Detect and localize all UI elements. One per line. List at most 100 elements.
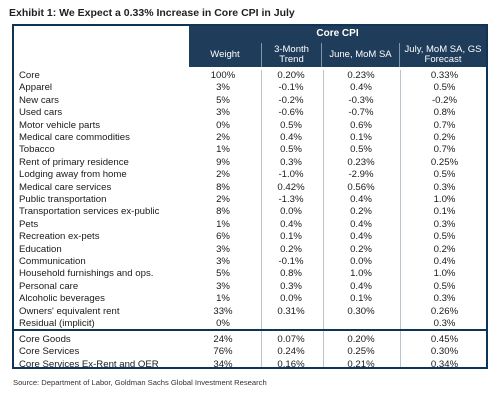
trend-cell: -0.1% xyxy=(278,256,304,267)
row-label: Personal care xyxy=(19,280,79,292)
trend-cell: 0.4% xyxy=(280,132,302,143)
table-row: Residual (implicit) 0% 0.3% xyxy=(14,318,486,330)
weight-cell: 1% xyxy=(216,218,230,230)
row-label: Pets xyxy=(19,218,39,230)
table-row: New cars 5% -0.2% -0.3% -0.2% xyxy=(14,95,486,107)
july-forecast-cell: 1.0% xyxy=(433,194,456,205)
header-group-core-cpi: Core CPI xyxy=(189,26,486,43)
june-cell: 0.5% xyxy=(350,144,372,156)
row-label: Medical care services xyxy=(19,181,112,193)
exhibit-title: Exhibit 1: We Expect a 0.33% Increase in… xyxy=(9,7,295,19)
weight-cell: 0% xyxy=(216,119,230,131)
trend-cell: 0.2% xyxy=(280,243,302,255)
trend-cell: 0.24% xyxy=(277,346,305,358)
trend-cell: 0.31% xyxy=(277,305,305,317)
trend-cell: -1.3% xyxy=(278,194,304,205)
summary-separator xyxy=(14,329,486,331)
june-cell: 0.2% xyxy=(350,206,372,218)
july-forecast-cell: 0.5% xyxy=(433,280,456,292)
june-cell: -2.9% xyxy=(348,169,374,181)
july-forecast-cell: 0.30% xyxy=(430,346,459,358)
june-cell: 0.2% xyxy=(350,243,372,255)
row-label: Owners' equivalent rent xyxy=(19,305,120,317)
june-cell: 0.4% xyxy=(350,194,372,205)
table-row: Rent of primary residence 9% 0.3% 0.23% 0.25… xyxy=(14,157,486,169)
trend-cell: 0.07% xyxy=(277,334,305,345)
table-row: Tobacco 1% 0.5% 0.5% 0.7% xyxy=(14,144,486,156)
trend-cell: -0.2% xyxy=(278,94,304,106)
june-cell: 0.20% xyxy=(347,334,375,345)
table-row: Pets 1% 0.4% 0.4% 0.3% xyxy=(14,219,486,231)
june-cell: 1.0% xyxy=(350,268,372,280)
row-label: Motor vehicle parts xyxy=(19,119,101,131)
trend-cell: -1.0% xyxy=(278,169,304,181)
july-forecast-cell: 0.5% xyxy=(433,231,456,243)
weight-cell: 2% xyxy=(216,194,230,205)
trend-cell: -0.6% xyxy=(278,107,304,119)
row-label: Core Services Ex-Rent and OER xyxy=(19,358,159,370)
july-forecast-cell: 0.7% xyxy=(433,144,456,156)
weight-cell: 3% xyxy=(216,256,230,267)
june-cell: 0.25% xyxy=(347,346,375,358)
weight-cell: 3% xyxy=(216,243,230,255)
table-row: Education 3% 0.2% 0.2% 0.2% xyxy=(14,244,486,256)
july-forecast-cell: 0.3% xyxy=(433,318,456,329)
column-divider xyxy=(323,70,324,367)
weight-cell: 2% xyxy=(216,169,230,181)
july-forecast-cell: 0.8% xyxy=(433,107,456,119)
june-cell: -0.3% xyxy=(348,94,374,106)
june-cell: 0.23% xyxy=(347,70,375,81)
trend-cell: 0.0% xyxy=(280,293,302,305)
column-divider xyxy=(400,70,401,367)
table-row: Medical care commodities 2% 0.4% 0.1% 0.2% xyxy=(14,132,486,144)
trend-cell: 0.8% xyxy=(280,268,302,280)
july-forecast-cell: 0.2% xyxy=(433,132,456,143)
col-weight-header: Weight xyxy=(210,48,240,60)
row-label: Alcoholic beverages xyxy=(19,293,105,305)
table-row: Public transportation 2% -1.3% 0.4% 1.0% xyxy=(14,194,486,206)
trend-cell: 0.5% xyxy=(280,119,302,131)
weight-cell: 0% xyxy=(216,318,230,329)
weight-cell: 100% xyxy=(210,70,236,81)
row-label: Residual (implicit) xyxy=(19,318,95,329)
table-row: Motor vehicle parts 0% 0.5% 0.6% 0.7% xyxy=(14,120,486,132)
col-3month-trend-header: 3-Month Trend xyxy=(261,43,321,67)
row-label: Recreation ex-pets xyxy=(19,231,100,243)
july-forecast-cell: 0.1% xyxy=(433,206,456,218)
june-cell: 0.1% xyxy=(350,293,372,305)
weight-cell: 1% xyxy=(216,293,230,305)
weight-cell: 33% xyxy=(213,305,233,317)
weight-cell: 3% xyxy=(216,107,230,119)
weight-cell: 8% xyxy=(216,181,230,193)
weight-cell: 3% xyxy=(216,280,230,292)
row-label: Public transportation xyxy=(19,194,107,205)
table-row: Household furnishings and ops. 5% 0.8% 1.0%… xyxy=(14,268,486,280)
row-label: Education xyxy=(19,243,62,255)
july-forecast-cell: 0.5% xyxy=(433,169,456,181)
row-label: Household furnishings and ops. xyxy=(19,268,154,280)
weight-cell: 5% xyxy=(216,268,230,280)
col-july-forecast-header: July, MoM SA, GS Forecast xyxy=(399,43,486,67)
row-label: New cars xyxy=(19,94,59,106)
july-forecast-cell: 0.5% xyxy=(433,82,456,94)
july-forecast-cell: 0.4% xyxy=(433,256,456,267)
weight-cell: 1% xyxy=(216,144,230,156)
row-label: Communication xyxy=(19,256,86,267)
july-forecast-cell: -0.2% xyxy=(431,94,458,106)
table-row: Lodging away from home 2% -1.0% -2.9% 0.5% xyxy=(14,169,486,181)
july-forecast-cell: 0.3% xyxy=(433,293,456,305)
row-label: Transportation services ex-public xyxy=(19,206,160,218)
table-row: Personal care 3% 0.3% 0.4% 0.5% xyxy=(14,281,486,293)
table-row: Used cars 3% -0.6% -0.7% 0.8% xyxy=(14,107,486,119)
july-forecast-cell: 0.34% xyxy=(430,358,459,370)
table-row: Transportation services ex-public 8% 0.0% 0… xyxy=(14,206,486,218)
source-note: Source: Department of Labor, Goldman Sac… xyxy=(13,378,267,387)
table-row: Alcoholic beverages 1% 0.0% 0.1% 0.3% xyxy=(14,293,486,305)
june-cell: 0.4% xyxy=(350,218,372,230)
trend-cell: 0.16% xyxy=(277,358,305,370)
row-label: Core xyxy=(19,70,40,81)
weight-cell: 3% xyxy=(216,82,230,94)
table-row: Apparel 3% -0.1% 0.4% 0.5% xyxy=(14,82,486,94)
july-forecast-cell: 0.33% xyxy=(430,70,459,81)
june-cell: 0.4% xyxy=(350,231,372,243)
